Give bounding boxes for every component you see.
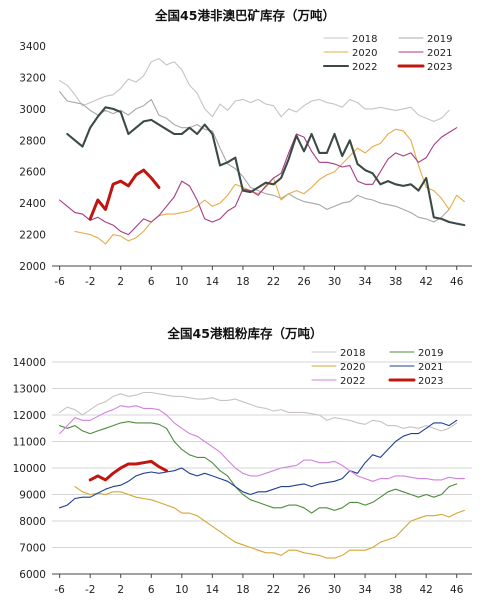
chart-non-aus-brazil-ore-inventory: 全国45港非澳巴矿库存（万吨） 2000 2200 2400 2600 2800 3000 3… — [0, 0, 490, 300]
series-line-2018 — [59, 58, 450, 122]
y-tick-label: 13000 — [13, 384, 46, 396]
x-tick-label: 30 — [328, 276, 341, 288]
y-tick-label: 3000 — [19, 104, 46, 116]
x-tick-label: 18 — [236, 276, 249, 288]
x-tick-label: 46 — [450, 584, 464, 596]
legend-label-2019: 2019 — [427, 34, 452, 45]
series-line-2020 — [74, 486, 465, 559]
y-tick-label: 11000 — [13, 437, 46, 449]
x-tick-label: 34 — [358, 276, 372, 288]
series-line-2020 — [74, 128, 465, 245]
series-line-2023 — [88, 459, 168, 482]
y-tick-label: 2000 — [19, 261, 46, 273]
x-tick-label: 22 — [267, 584, 280, 596]
x-tick-label: 14 — [206, 584, 220, 596]
legend-label-2023: 2023 — [427, 62, 452, 73]
x-tick-label: -6 — [54, 276, 65, 288]
series-line-2023 — [88, 168, 161, 221]
x-tick-label: 2 — [117, 584, 124, 596]
x-tick-label: 38 — [389, 276, 402, 288]
x-tick-label: 26 — [297, 276, 311, 288]
series-line-2019 — [59, 421, 458, 514]
y-tick-label: 2600 — [19, 167, 46, 179]
y-tick-label: 2200 — [19, 230, 46, 242]
y-tick-label: 10000 — [13, 463, 46, 475]
legend-label-2019: 2019 — [418, 348, 443, 359]
series-line-2021 — [59, 419, 458, 509]
y-tick-label: 7000 — [19, 543, 46, 555]
x-tick-label: 30 — [328, 584, 341, 596]
series-line-2018 — [59, 391, 458, 432]
chart-svg-1: 全国45港非澳巴矿库存（万吨） 2000 2200 2400 2600 2800 3000 3… — [19, 8, 472, 288]
legend-label-2020: 2020 — [352, 48, 377, 59]
x-tick-label: 46 — [450, 276, 464, 288]
x-tick-label: 18 — [236, 584, 249, 596]
x-tick-label: 6 — [148, 276, 155, 288]
x-tick-label: 22 — [267, 276, 280, 288]
y-tick-label: 12000 — [13, 410, 46, 422]
x-tick-label: -6 — [54, 584, 65, 596]
x-tick-label: 2 — [117, 276, 124, 288]
series-line-2022 — [59, 405, 465, 482]
x-tick-label: 42 — [419, 276, 432, 288]
chart-svg-2: 全国45港粗粉库存（万吨） 6000 7000 8000 9000 10000 11000 1… — [13, 326, 472, 596]
x-tick-label: 10 — [175, 584, 188, 596]
series-line-2021 — [59, 127, 458, 236]
y-tick-label: 3400 — [19, 41, 46, 53]
y-tick-label: 2800 — [19, 135, 46, 147]
x-tick-label: 34 — [358, 584, 372, 596]
y-tick-label: 9000 — [19, 490, 46, 502]
legend-label-2022: 2022 — [352, 62, 377, 73]
legend-label-2022: 2022 — [340, 376, 365, 387]
legend-label-2018: 2018 — [340, 348, 365, 359]
x-tick-label: 26 — [297, 584, 311, 596]
x-tick-label: 14 — [206, 276, 220, 288]
x-tick-label: 6 — [148, 584, 155, 596]
x-tick-label: 42 — [419, 584, 432, 596]
legend-label-2021: 2021 — [418, 362, 443, 373]
x-tick-label: -2 — [85, 276, 95, 288]
chart-title: 全国45港粗粉库存（万吨） — [167, 326, 323, 341]
chart-title: 全国45港非澳巴矿库存（万吨） — [154, 8, 335, 23]
chart-fines-inventory: 全国45港粗粉库存（万吨） 6000 7000 8000 9000 10000 11000 1… — [0, 318, 490, 611]
x-tick-label: -2 — [85, 584, 95, 596]
y-tick-label: 2400 — [19, 198, 46, 210]
x-tick-label: 10 — [175, 276, 188, 288]
legend-label-2018: 2018 — [352, 34, 377, 45]
y-tick-label: 8000 — [19, 516, 46, 528]
y-tick-label: 3200 — [19, 72, 46, 84]
y-tick-label: 6000 — [19, 569, 46, 581]
series-line-2022 — [66, 106, 466, 227]
legend-label-2023: 2023 — [418, 376, 443, 387]
y-tick-label: 14000 — [13, 357, 46, 369]
legend-label-2020: 2020 — [340, 362, 365, 373]
x-tick-label: 38 — [389, 584, 402, 596]
legend-label-2021: 2021 — [427, 48, 452, 59]
